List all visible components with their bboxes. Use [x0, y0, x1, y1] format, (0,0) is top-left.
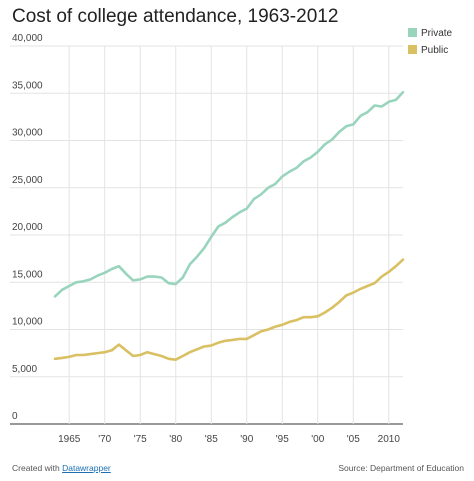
- source-footer: Source: Department of Education: [338, 463, 464, 473]
- x-tick-label: '00: [311, 434, 324, 445]
- y-tick-label: 35,000: [12, 80, 43, 91]
- credit-footer: Created with Datawrapper: [12, 463, 111, 473]
- series-lines: [53, 91, 405, 362]
- x-tick-label: '85: [205, 434, 218, 445]
- x-tick-label: '70: [98, 434, 111, 445]
- x-tick-label: '75: [134, 434, 147, 445]
- x-tick-label: '05: [347, 434, 360, 445]
- legend-label-public: Public: [421, 45, 448, 56]
- y-tick-label: 5,000: [12, 364, 37, 375]
- y-tick-label: 40,000: [12, 33, 43, 44]
- x-tick-label: 2010: [378, 434, 401, 445]
- legend: Private Public: [408, 28, 453, 56]
- y-tick-label: 20,000: [12, 222, 43, 233]
- y-tick-label: 15,000: [12, 269, 43, 280]
- x-tick-label: 1965: [58, 434, 81, 445]
- x-tick-label: '90: [240, 434, 253, 445]
- y-tick-label: 30,000: [12, 128, 43, 139]
- legend-swatch-private: [408, 28, 417, 37]
- y-tick-label: 25,000: [12, 175, 43, 186]
- chart-title: Cost of college attendance, 1963-2012: [12, 6, 339, 27]
- legend-label-private: Private: [421, 28, 453, 39]
- x-tick-label: '95: [276, 434, 289, 445]
- series-line-private: [53, 91, 405, 298]
- x-tick-label: '80: [169, 434, 182, 445]
- datawrapper-link[interactable]: Datawrapper: [62, 463, 111, 473]
- x-axis-ticks: 1965 '70 '75 '80 '85 '90 '95 '00 '05 2010: [58, 434, 400, 445]
- y-tick-label: 10,000: [12, 317, 43, 328]
- series-line-public: [53, 258, 405, 362]
- legend-swatch-public: [408, 45, 417, 54]
- gridlines: [10, 45, 403, 425]
- y-tick-label: 0: [12, 411, 18, 422]
- credit-prefix: Created with: [12, 463, 60, 473]
- y-axis-ticks: 0 5,000 10,000 15,000 20,000 25,000 30,000 35,0…: [12, 33, 43, 422]
